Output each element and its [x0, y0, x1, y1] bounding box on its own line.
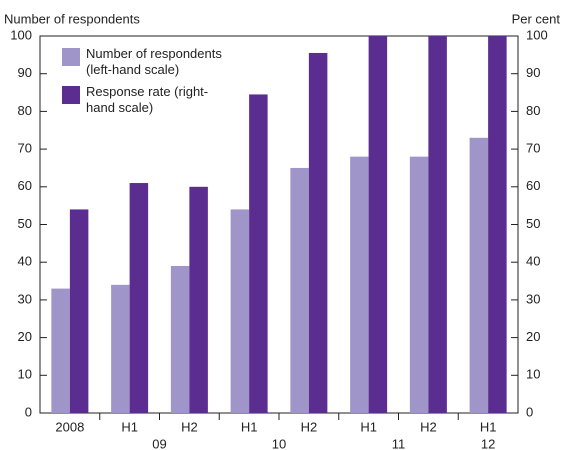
y-tick-label: 100: [10, 27, 32, 42]
bar: [488, 36, 507, 413]
y-tick-label: 90: [18, 65, 32, 80]
legend-item: Number of respondents (left-hand scale): [86, 46, 222, 77]
y2-tick-label: 0: [526, 404, 533, 419]
y2-tick-label: 50: [526, 216, 540, 231]
bar: [409, 156, 429, 413]
y2-tick-label: 60: [526, 178, 540, 193]
y2-tick-label: 100: [526, 27, 548, 42]
legend-item: Response rate (right-hand scale): [86, 84, 209, 115]
y-tick-label: 10: [18, 367, 32, 382]
y2-tick-label: 70: [526, 141, 540, 156]
legend-swatch: [62, 86, 80, 104]
y-tick-label: 40: [18, 254, 32, 269]
x-tick-label: H1: [241, 419, 258, 434]
y-axis-label: Number of respondents: [4, 11, 140, 26]
x-tick-label: H1: [360, 419, 377, 434]
x-group-label: 09: [152, 436, 166, 450]
y2-tick-label: 90: [526, 65, 540, 80]
bar: [350, 156, 369, 413]
y-tick-label: 20: [18, 329, 32, 344]
legend-label: Number of respondents (left-hand scale): [86, 46, 222, 77]
x-tick-label: H2: [181, 419, 198, 434]
bar: [428, 36, 447, 413]
y-tick-label: 0: [25, 404, 32, 419]
y-tick-label: 70: [18, 141, 32, 156]
y2-tick-label: 20: [526, 329, 540, 344]
y-tick-label: 60: [18, 178, 32, 193]
y-tick-label: 50: [18, 216, 32, 231]
x-tick-label: H2: [301, 419, 318, 434]
legend-swatch: [62, 48, 80, 66]
y2-axis-label: Per cent: [512, 11, 561, 26]
bar: [189, 186, 208, 413]
x-group-label: 12: [481, 436, 495, 450]
legend-label: Response rate (right-hand scale): [86, 84, 209, 115]
x-tick-label: H2: [420, 419, 437, 434]
bar: [308, 52, 328, 414]
bar: [69, 209, 89, 413]
bar: [469, 137, 489, 414]
y2-tick-label: 80: [526, 103, 540, 118]
x-tick-label: H1: [480, 419, 497, 434]
y2-tick-label: 40: [526, 254, 540, 269]
bar: [51, 288, 70, 413]
bar: [170, 265, 190, 413]
y-tick-label: 80: [18, 103, 32, 118]
bar: [129, 183, 149, 413]
bar: [111, 284, 130, 413]
bar: [230, 209, 250, 413]
bar: [368, 36, 388, 413]
y-tick-label: 30: [18, 291, 32, 306]
x-group-label: 10: [272, 436, 286, 450]
y2-tick-label: 10: [526, 367, 540, 382]
y2-tick-label: 30: [526, 291, 540, 306]
x-tick-label: 2008: [55, 419, 84, 434]
bar: [249, 94, 268, 413]
x-tick-label: H1: [121, 419, 138, 434]
bar: [290, 167, 309, 413]
x-group-label: 11: [392, 436, 406, 450]
